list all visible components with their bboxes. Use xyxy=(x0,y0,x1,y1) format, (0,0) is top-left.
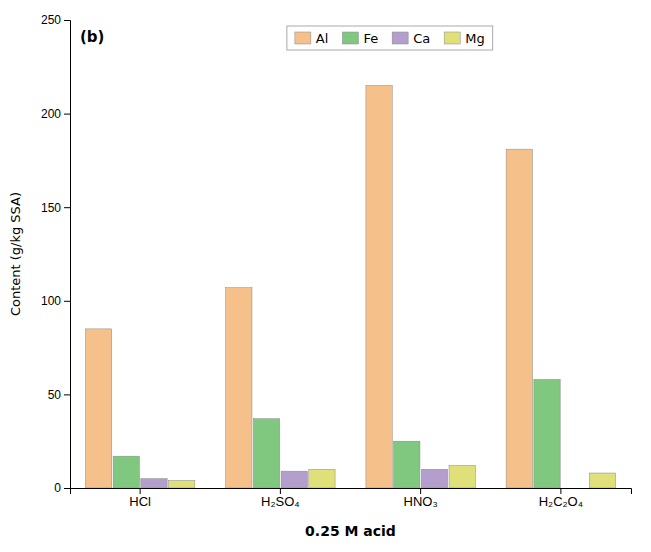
legend-label: Ca xyxy=(413,31,430,46)
y-axis-line xyxy=(64,21,71,489)
y-tick-label: 100 xyxy=(41,294,61,308)
y-tick: 200 xyxy=(41,107,70,121)
legend-label: Al xyxy=(316,31,329,46)
bars xyxy=(85,86,615,488)
x-tick-mark xyxy=(280,488,281,494)
x-axis-line xyxy=(71,489,632,495)
y-tick: 250 xyxy=(41,13,70,27)
bar xyxy=(281,471,307,488)
x-tick-label: H₂SO₄ xyxy=(261,494,300,509)
bar xyxy=(169,481,195,488)
x-tick-mark xyxy=(420,488,421,494)
x-axis-title: 0.25 M acid xyxy=(305,523,396,539)
y-tick-mark xyxy=(64,20,70,21)
y-tick-mark xyxy=(64,394,70,395)
bar xyxy=(589,473,615,488)
chart: 0 50 100 150 200 250 HCl H₂SO₄ HNO₃ H₂C₂O₄ 0.25 M … xyxy=(0,0,651,552)
x-tick: HCl xyxy=(129,488,151,509)
legend-swatch xyxy=(342,32,358,44)
legend-item: Ca xyxy=(392,31,430,46)
y-tick-label: 0 xyxy=(54,481,61,495)
bar xyxy=(85,329,111,488)
x-tick-label: HCl xyxy=(129,494,151,509)
bar-series xyxy=(141,469,448,488)
y-tick-mark xyxy=(64,488,70,489)
x-tick: H₂C₂O₄ xyxy=(539,488,583,509)
legend-label: Fe xyxy=(363,31,378,46)
annotation: (b) xyxy=(80,28,104,46)
y-tick-mark xyxy=(64,114,70,115)
y-axis-title: Content (g/kg SSA) xyxy=(8,192,23,316)
y-tick: 50 xyxy=(48,388,70,402)
y-tick: 100 xyxy=(41,294,70,308)
y-tick-mark xyxy=(64,207,70,208)
y-tick-label: 150 xyxy=(41,201,61,215)
bar xyxy=(309,469,335,488)
bar xyxy=(141,479,167,488)
bar xyxy=(226,288,252,488)
bar xyxy=(506,149,532,488)
legend-item: Al xyxy=(295,31,329,46)
x-axis: HCl H₂SO₄ HNO₃ H₂C₂O₄ xyxy=(71,488,632,509)
bar-series xyxy=(113,379,560,488)
bar xyxy=(253,419,279,488)
legend-box xyxy=(287,26,493,50)
y-tick-label: 50 xyxy=(48,388,62,402)
bar xyxy=(534,379,560,488)
x-tick-label: H₂C₂O₄ xyxy=(539,494,583,509)
bar xyxy=(366,86,392,488)
bar-series xyxy=(169,466,616,488)
legend-swatch xyxy=(444,32,460,44)
bar xyxy=(449,466,475,488)
y-tick: 150 xyxy=(41,201,70,215)
legend-swatch xyxy=(392,32,408,44)
y-tick-label: 200 xyxy=(41,107,61,121)
legend-label: Mg xyxy=(465,31,484,46)
y-tick-label: 250 xyxy=(41,13,61,27)
x-tick-mark xyxy=(140,488,141,494)
x-tick: HNO₃ xyxy=(404,488,438,509)
bar xyxy=(394,441,420,488)
bar xyxy=(421,469,447,488)
legend-item: Mg xyxy=(444,31,484,46)
bar xyxy=(562,488,588,489)
y-axis: 0 50 100 150 200 250 xyxy=(41,13,71,495)
bar xyxy=(113,456,139,488)
x-tick: H₂SO₄ xyxy=(261,488,300,509)
x-tick-label: HNO₃ xyxy=(404,494,438,509)
x-tick-mark xyxy=(560,488,561,494)
y-tick: 0 xyxy=(54,481,70,495)
legend: Al Fe Ca Mg xyxy=(287,26,493,50)
legend-swatch xyxy=(295,32,311,44)
y-tick-mark xyxy=(64,301,70,302)
plot: 0 50 100 150 200 250 HCl H₂SO₄ HNO₃ H₂C₂O₄ 0.25 M … xyxy=(8,13,632,539)
legend-item: Fe xyxy=(342,31,378,46)
bar-series xyxy=(85,86,532,488)
